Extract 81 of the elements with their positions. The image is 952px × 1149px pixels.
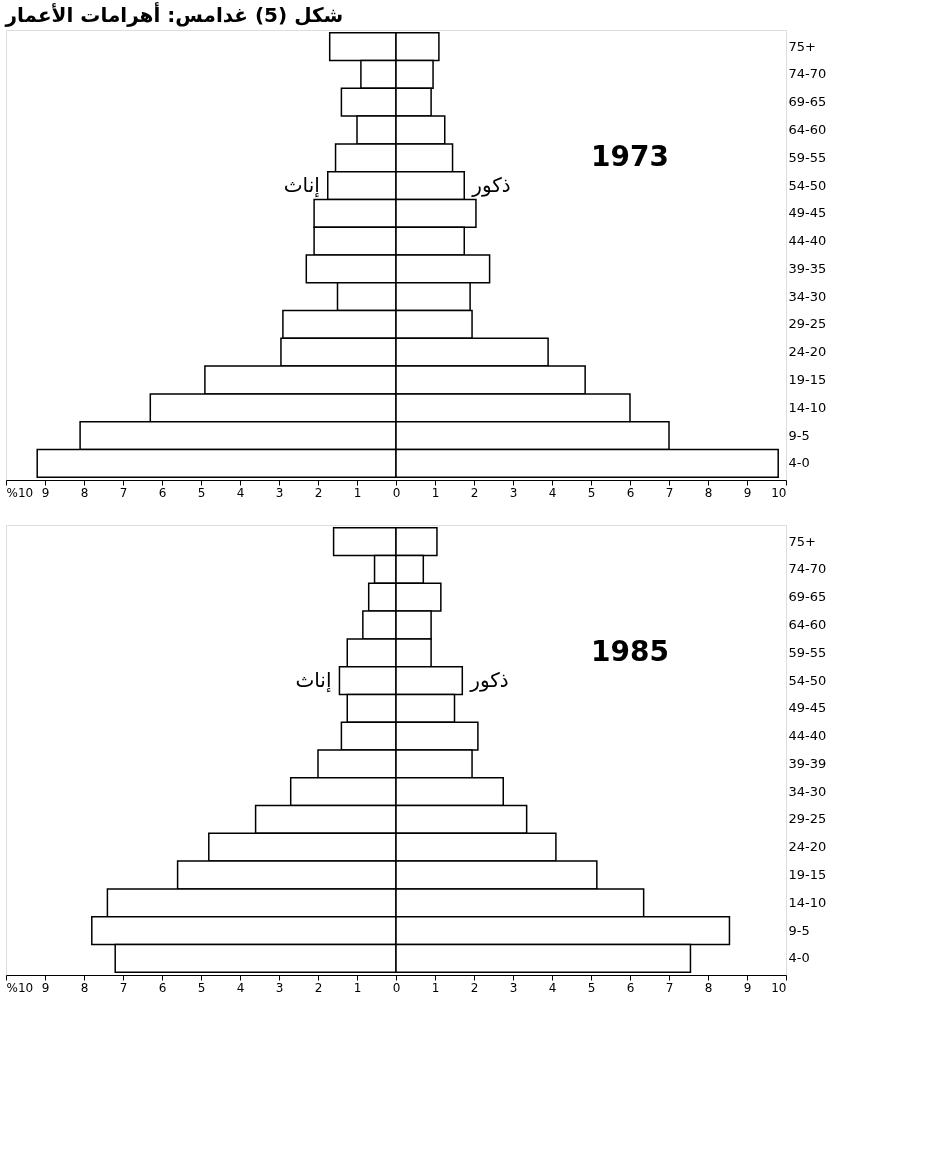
series-label: إناث (295, 667, 332, 693)
chart-title: شكل (5) غدامس: أهرامات الأعمار (4, 1, 344, 27)
y-tick-label: 64-60 (788, 122, 827, 137)
y-tick-label: 24-20 (788, 344, 827, 360)
x-tick-label: 3 (275, 980, 284, 995)
series-label: إناث (283, 172, 320, 198)
y-tick-label: 69-65 (788, 94, 827, 110)
y-tick-label: 19-15 (788, 372, 827, 387)
x-tick-label: 6 (158, 485, 167, 500)
x-tick-label: 2 (314, 980, 323, 995)
y-tick-label: 75+ (788, 533, 816, 549)
annotation: 1973 (591, 139, 669, 173)
y-tick-label: 75+ (788, 38, 816, 54)
x-tick-label: 8 (80, 485, 89, 500)
x-tick-label: 8 (704, 485, 713, 500)
x-tick-label: 9 (743, 485, 752, 500)
y-tick-label: 69-65 (788, 589, 827, 605)
y-tick-label: 14-10 (788, 894, 827, 910)
y-tick-label: 19-15 (788, 867, 827, 882)
x-tick-label: 9 (743, 980, 752, 995)
y-tick-label: 29-25 (788, 811, 827, 827)
x-tick-label: 3 (509, 980, 518, 995)
y-tick-label: 59-55 (788, 644, 827, 660)
x-tick-label: %10 (6, 485, 34, 500)
x-tick-label: 0 (392, 485, 401, 500)
y-tick-label: 14-10 (788, 399, 827, 415)
y-tick-label: 54-50 (788, 177, 827, 193)
x-tick-label: 8 (80, 980, 89, 995)
x-tick-label: 8 (704, 980, 713, 995)
x-tick-label: 1 (353, 485, 362, 500)
x-tick-label: 9 (41, 980, 50, 995)
x-tick-label: 4 (548, 980, 557, 995)
x-tick-label: 7 (119, 980, 128, 995)
x-tick-label: 1 (431, 980, 440, 995)
x-tick-label: 4 (548, 485, 557, 500)
x-tick-label: 9 (41, 485, 50, 500)
x-tick-label: 10 (771, 485, 787, 500)
x-tick-label: 7 (119, 485, 128, 500)
y-tick-label: 39-35 (788, 260, 827, 276)
y-tick-label: 74-70 (788, 66, 827, 82)
y-tick-label: 59-55 (788, 149, 827, 165)
y-tick-label: 54-50 (788, 672, 827, 688)
x-tick-label: 3 (509, 485, 518, 500)
y-tick-label: 24-20 (788, 839, 827, 855)
y-tick-label: 39-39 (788, 755, 827, 771)
x-tick-label: %10 (6, 980, 34, 995)
x-tick-label: 5 (587, 485, 596, 500)
x-tick-label: 5 (587, 980, 596, 995)
y-tick-label: 29-25 (788, 316, 827, 332)
y-tick-label: 4-0 (788, 950, 810, 966)
x-tick-label: 2 (470, 980, 479, 995)
x-tick-label: 1 (353, 980, 362, 995)
y-tick-label: 9-5 (788, 922, 810, 938)
y-tick-label: 74-70 (788, 561, 827, 577)
y-tick-label: 49-45 (788, 700, 827, 716)
y-tick-label: 44-40 (788, 233, 827, 249)
x-tick-label: 2 (470, 485, 479, 500)
y-tick-label: 4-0 (788, 455, 810, 471)
x-tick-label: 6 (626, 980, 635, 995)
x-tick-label: 3 (275, 485, 284, 500)
y-tick-label: 34-30 (788, 288, 827, 304)
y-tick-label: 64-60 (788, 617, 827, 632)
x-tick-label: 10 (771, 980, 787, 995)
x-tick-label: 5 (197, 980, 206, 995)
x-tick-label: 1 (431, 485, 440, 500)
x-tick-label: 5 (197, 485, 206, 500)
annotation: 1985 (591, 634, 669, 668)
x-tick-label: 7 (665, 980, 674, 995)
x-tick-label: 6 (626, 485, 635, 500)
y-tick-label: 9-5 (788, 427, 810, 443)
y-tick-label: 44-40 (788, 728, 827, 744)
x-tick-label: 4 (236, 980, 245, 995)
x-tick-label: 6 (158, 980, 167, 995)
series-label: ذكور (469, 667, 509, 692)
x-tick-label: 4 (236, 485, 245, 500)
y-tick-label: 49-45 (788, 205, 827, 221)
x-tick-label: 0 (392, 980, 401, 995)
x-tick-label: 7 (665, 485, 674, 500)
series-label: ذكور (471, 172, 511, 197)
y-tick-label: 34-30 (788, 783, 827, 799)
x-tick-label: 2 (314, 485, 323, 500)
